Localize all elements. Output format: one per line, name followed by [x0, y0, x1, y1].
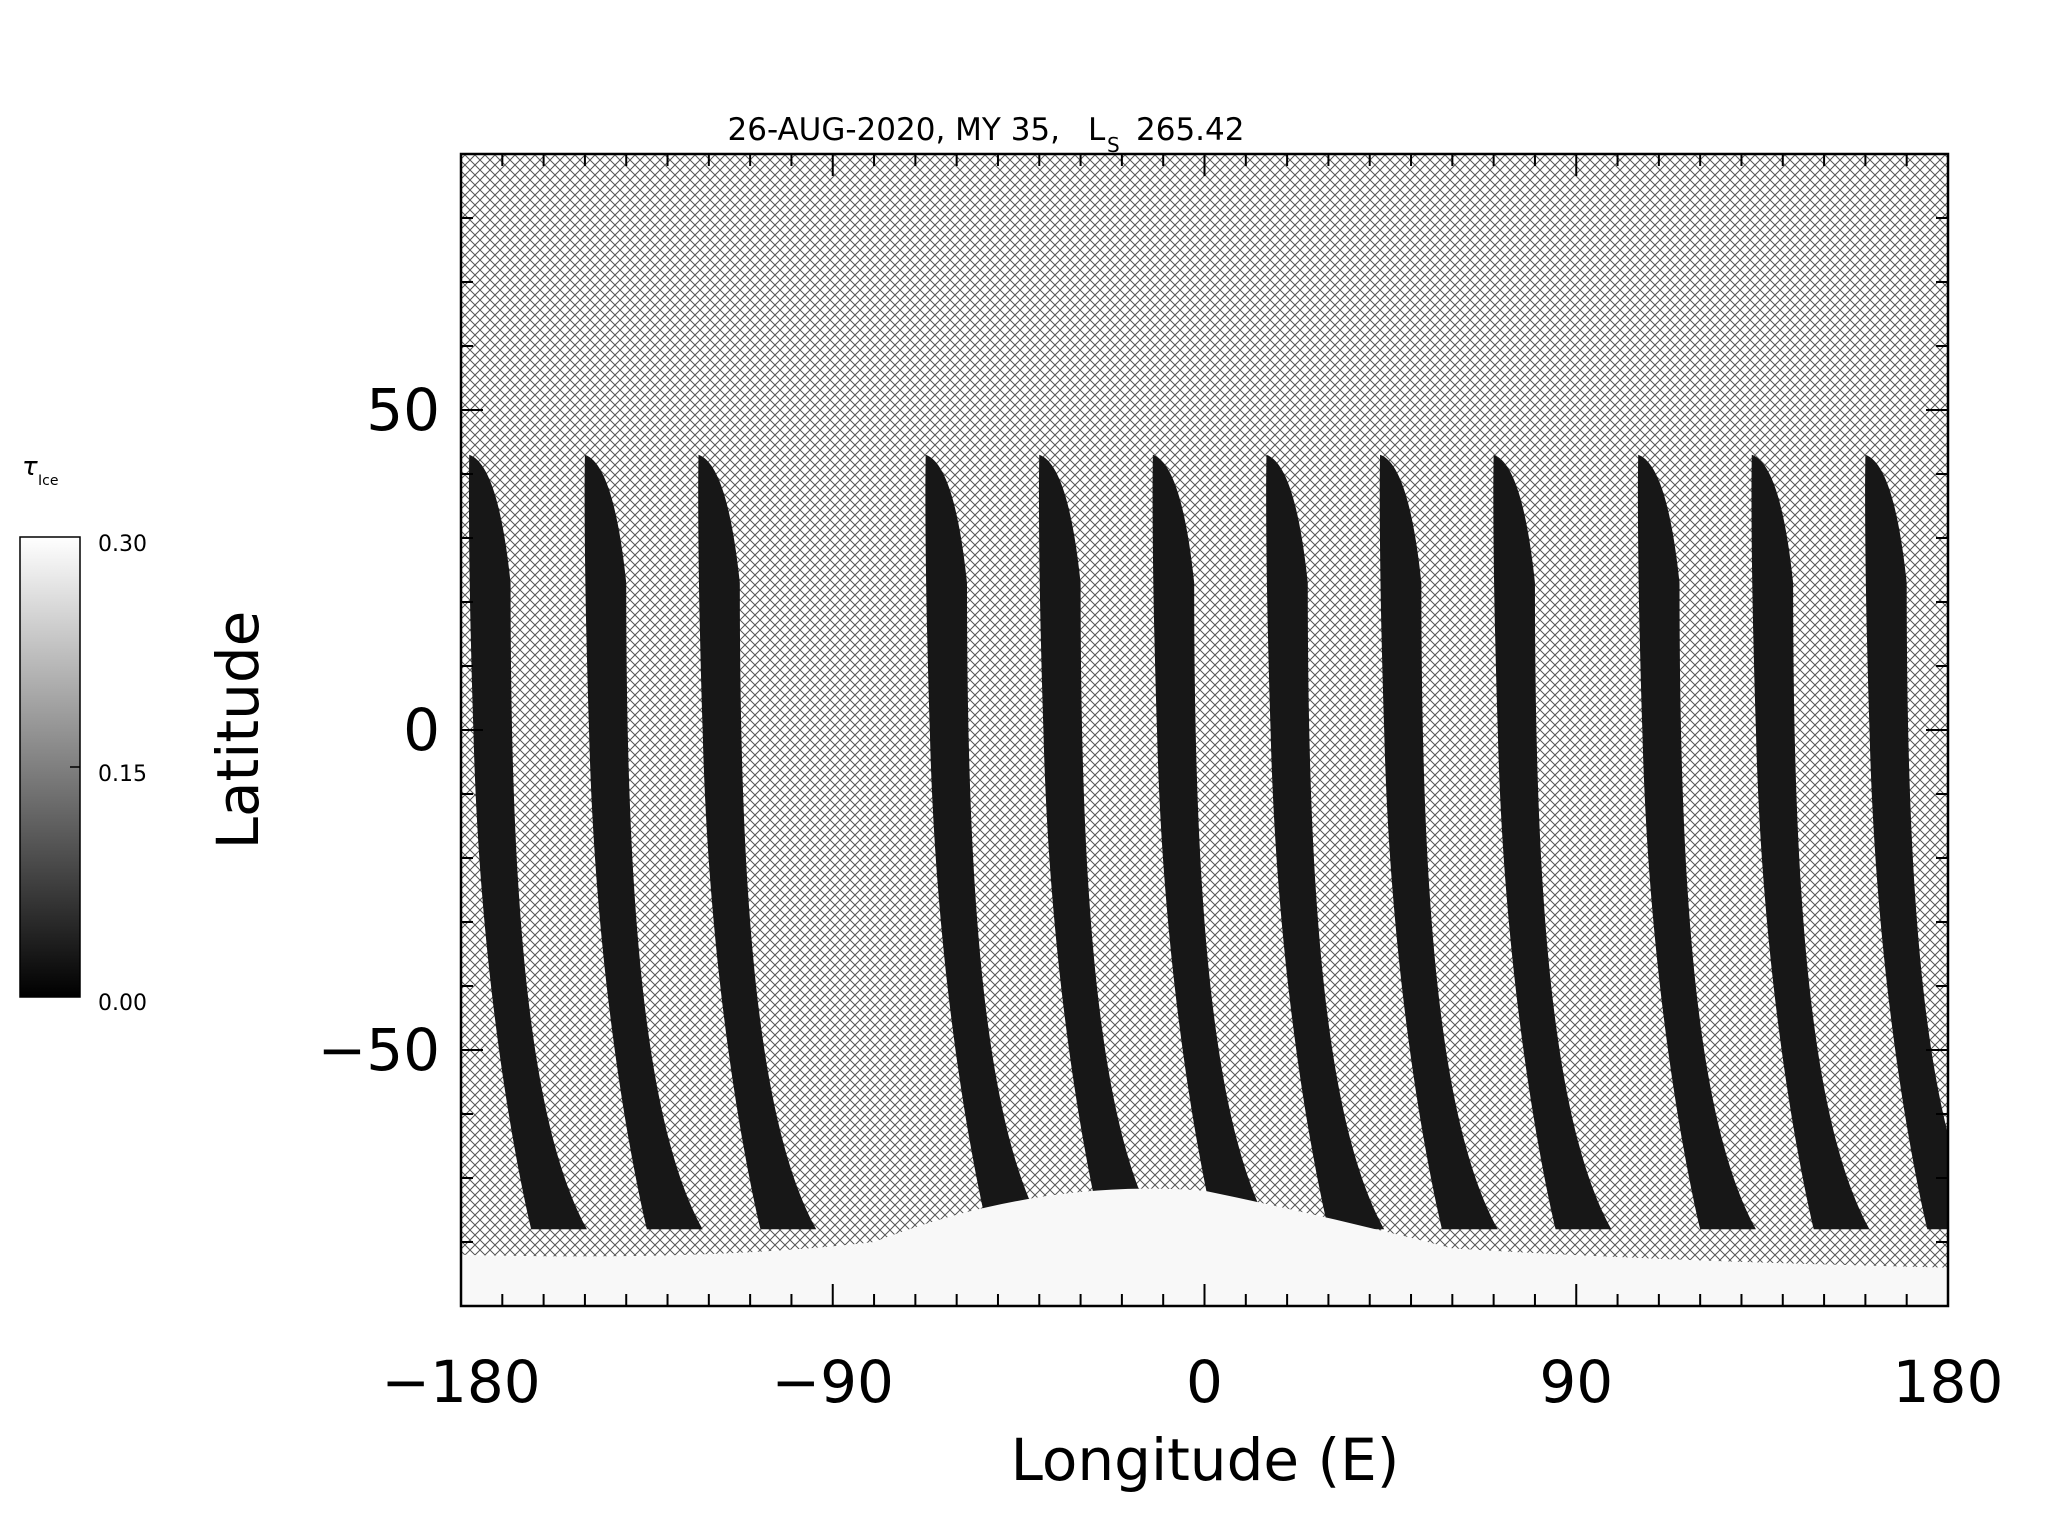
y-axis-label: Latitude [204, 611, 272, 850]
swath-6 [1152, 454, 1271, 1230]
colorbar: τ Ice 0.30 0.15 0.00 [19, 452, 147, 1016]
y-tick-label: −50 [318, 1016, 440, 1084]
y-tick-label: 50 [366, 376, 440, 444]
swath-1 [468, 454, 587, 1230]
y-axis-ticks: −50 0 50 [318, 153, 1948, 1307]
x-axis-label: Longitude (E) [1011, 1426, 1400, 1494]
swath-12 [1865, 454, 1948, 1230]
x-tick-label: 180 [1893, 1348, 2004, 1416]
swath-group [468, 454, 1948, 1230]
colorbar-label-sub: Ice [38, 473, 58, 489]
x-tick-label: 0 [1186, 1348, 1223, 1416]
ice-cap-region [461, 1188, 1948, 1306]
polar-ice-cap [461, 1188, 1948, 1306]
swath-10 [1637, 454, 1756, 1230]
swath-8 [1379, 454, 1498, 1230]
swath-4 [925, 454, 1044, 1230]
swath-7 [1266, 454, 1385, 1230]
y-tick-label: 0 [403, 696, 440, 764]
chart-title: 26-AUG-2020, MY 35, L S 265.42 [728, 112, 1245, 157]
title-ls-label: L [1088, 112, 1106, 148]
x-tick-label: 90 [1539, 1348, 1613, 1416]
title-ls-value: 265.42 [1136, 112, 1244, 148]
x-axis-ticks: −180 −90 0 90 180 [381, 154, 2003, 1416]
swath-9 [1493, 454, 1612, 1230]
plot-area [461, 154, 1948, 1306]
colorbar-tick-min: 0.00 [98, 991, 147, 1016]
swath-3 [698, 454, 817, 1230]
title-ls-subscript: S [1107, 133, 1120, 157]
swath-5 [1038, 454, 1157, 1230]
swath-11 [1751, 454, 1870, 1230]
colorbar-tick-mid: 0.15 [98, 762, 147, 787]
swath-2 [584, 454, 703, 1230]
title-text: 26-AUG-2020, MY 35, [728, 112, 1061, 148]
x-tick-label: −90 [772, 1348, 894, 1416]
x-tick-label: −180 [381, 1348, 540, 1416]
colorbar-label: τ [22, 452, 38, 482]
colorbar-tick-max: 0.30 [98, 532, 147, 557]
